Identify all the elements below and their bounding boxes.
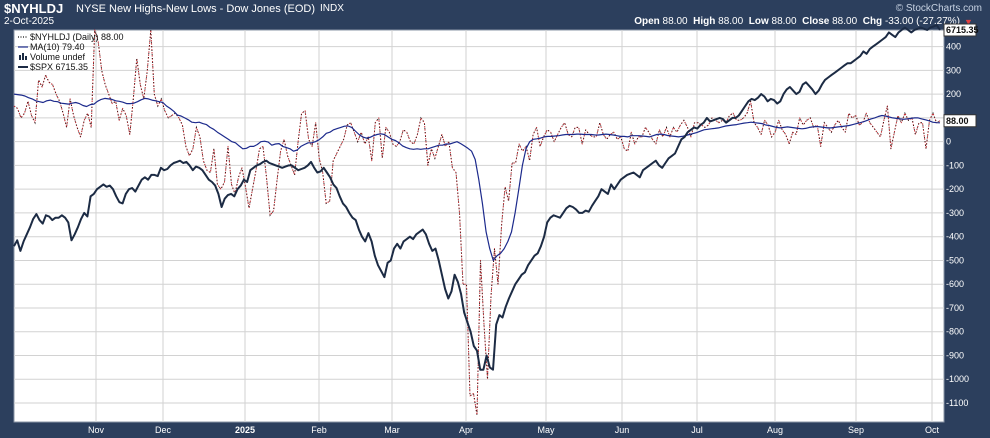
flag-label: 88.00 [946,116,969,126]
flag-spx: 6715.35 [943,23,979,37]
chg-value: -33.00 (-27.27%) [884,16,960,27]
x-tick-label: Apr [459,425,473,435]
down-arrow-icon: ▼ [964,17,973,27]
axis-ticks: 4003002001000-100-200-300-400-500-600-70… [88,42,969,435]
open-label: Open [634,16,660,27]
y-tick-label: -800 [946,327,964,337]
low-label: Low [748,16,769,27]
close-value: 88.00 [832,16,858,27]
x-tick-label: 2025 [235,425,255,435]
legend-label: MA(10) 79.40 [30,42,85,52]
high-value: 88.00 [718,16,744,27]
exchange-label: INDX [320,3,344,14]
x-tick-label: Dec [155,425,172,435]
y-tick-label: 0 [946,137,951,147]
x-tick-label: Sep [848,425,864,435]
legend-item-ma: MA(10) 79.40 [18,42,85,52]
series-nyhldj-dots [13,29,941,415]
x-tick-label: Feb [311,425,327,435]
ohlc-readout: Open 88.00 High 88.00 Low 88.00 Close 88… [634,16,960,27]
y-tick-label: -500 [946,255,964,265]
brand-watermark: © StockCharts.com [895,3,982,14]
y-tick-label: 200 [946,89,961,99]
legend-item-volume: Volume undef [19,52,86,62]
series-ma10 [13,93,941,261]
legend-label: $NYHLDJ (Daily) 88.00 [30,32,124,42]
y-tick-label: -900 [946,350,964,360]
series-layer [13,24,941,416]
y-tick-label: -400 [946,232,964,242]
last-value-flags: 6715.35 88.00 [943,23,979,128]
y-tick-label: -700 [946,303,964,313]
y-tick-label: 300 [946,65,961,75]
legend-swatch [22,53,24,60]
x-tick-label: Oct [925,425,940,435]
legend-label: $SPX 6715.35 [30,62,88,72]
open-value: 88.00 [662,16,688,27]
y-tick-label: -1100 [946,398,968,408]
low-value: 88.00 [771,16,797,27]
y-tick-label: -600 [946,279,964,289]
date-label: 2-Oct-2025 [4,16,55,27]
chg-label: Chg [862,16,883,27]
close-label: Close [802,16,830,27]
symbol-label: $NYHLDJ [4,1,64,16]
legend-label: Volume undef [30,52,86,62]
legend-swatch [25,56,27,60]
flag-nyhldj: 88.00 [943,114,977,128]
legend-item-spx: $SPX 6715.35 [18,62,88,72]
y-tick-label: 400 [946,42,961,52]
x-tick-label: Mar [384,425,400,435]
x-tick-label: Aug [767,425,783,435]
y-tick-label: -200 [946,184,964,194]
flag-box [943,114,977,128]
series-spx [13,24,941,371]
flag-label: 6715.35 [946,25,979,35]
y-tick-label: -300 [946,208,964,218]
flag-box [943,23,977,37]
symbol-description: NYSE New Highs-New Lows - Dow Jones (EOD… [76,3,316,15]
y-tick-label: -100 [946,160,964,170]
x-tick-label: May [537,425,555,435]
x-tick-label: Jul [691,425,703,435]
high-label: High [693,16,716,27]
x-tick-label: Nov [88,425,105,435]
grid-lines [14,30,944,422]
legend-swatch [19,55,21,60]
y-tick-label: -1000 [946,374,969,384]
x-tick-label: Jun [615,425,630,435]
legend-item-nyhldj: $NYHLDJ (Daily) 88.00 [18,32,124,42]
